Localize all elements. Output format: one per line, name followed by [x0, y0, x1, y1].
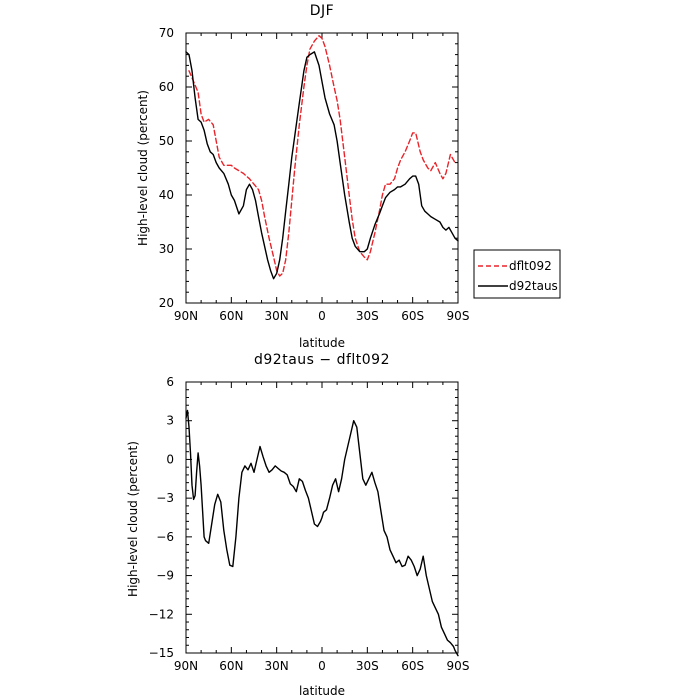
- y-tick-label: 50: [159, 134, 174, 148]
- x-tick-label: 90S: [447, 659, 470, 673]
- y-tick-label: 60: [159, 80, 174, 94]
- y-tick-label: −9: [156, 569, 174, 583]
- plot-frame: [185, 32, 459, 304]
- x-tick-label: 90N: [174, 309, 198, 323]
- y-tick-label: 0: [166, 452, 174, 466]
- x-tick-label: 30N: [265, 309, 289, 323]
- x-tick-label: 60S: [401, 309, 424, 323]
- y-tick-label: 6: [166, 375, 174, 389]
- y-tick-label: 3: [166, 414, 174, 428]
- plot-area: 90N 60N 30N 0 30S 60S 90S −15 −12 −9 −6 −3 0 3 6: [149, 375, 470, 673]
- series-line-dflt092: [188, 35, 456, 277]
- y-axis-label: High-level cloud (percent): [136, 90, 150, 246]
- y-axis-label: High-level cloud (percent): [126, 441, 140, 597]
- chart-panel-bottom: d92taus − dflt092 90N 60N 30N 0 30S 60S 90S −15…: [126, 352, 469, 698]
- x-axis-label: latitude: [299, 336, 345, 350]
- y-tick-label: 70: [159, 26, 174, 40]
- legend-label-dflt092: dflt092: [509, 259, 552, 273]
- legend-box: [473, 249, 561, 299]
- series-line-d92taus: [185, 51, 459, 280]
- chart-title: DJF: [310, 3, 334, 19]
- x-tick-label: 30N: [265, 659, 289, 673]
- y-tick-label: −15: [149, 646, 174, 660]
- chart-panel-top: DJF 90N 60N 30N 0 30S 60S 90S 20 30 40 50 60 70 lati…: [136, 3, 561, 350]
- x-tick-label: 30S: [356, 659, 379, 673]
- chart-title: d92taus − dflt092: [254, 352, 390, 368]
- x-tick-label: 90S: [447, 309, 470, 323]
- y-tick-label: 20: [159, 296, 174, 310]
- x-tick-label: 30S: [356, 309, 379, 323]
- x-tick-label: 0: [318, 309, 326, 323]
- legend: dflt092 d92taus: [473, 249, 561, 299]
- y-tick-label: −3: [156, 491, 174, 505]
- series-line-series-0: [185, 409, 459, 657]
- x-axis-label: latitude: [299, 684, 345, 698]
- y-tick-label: 40: [159, 188, 174, 202]
- x-tick-label: 60S: [401, 659, 424, 673]
- x-tick-label: 60N: [219, 659, 243, 673]
- y-tick-label: −12: [149, 607, 174, 621]
- plot-area: 90N 60N 30N 0 30S 60S 90S 20 30 40 50 60 70: [159, 26, 470, 323]
- legend-label-d92taus: d92taus: [509, 279, 558, 293]
- x-tick-label: 90N: [174, 659, 198, 673]
- x-tick-label: 60N: [219, 309, 243, 323]
- y-tick-label: −6: [156, 530, 174, 544]
- x-tick-label: 0: [318, 659, 326, 673]
- y-tick-label: 30: [159, 242, 174, 256]
